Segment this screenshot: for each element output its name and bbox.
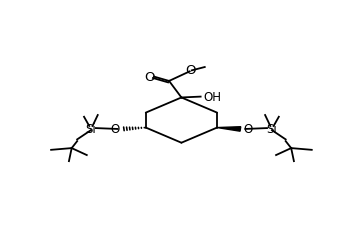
Text: O: O (185, 63, 196, 76)
Text: Si: Si (86, 122, 96, 135)
Text: O: O (244, 123, 253, 136)
Polygon shape (217, 127, 241, 132)
Text: Si: Si (267, 122, 277, 135)
Text: OH: OH (203, 91, 221, 104)
Text: O: O (110, 123, 119, 136)
Text: O: O (144, 70, 154, 83)
